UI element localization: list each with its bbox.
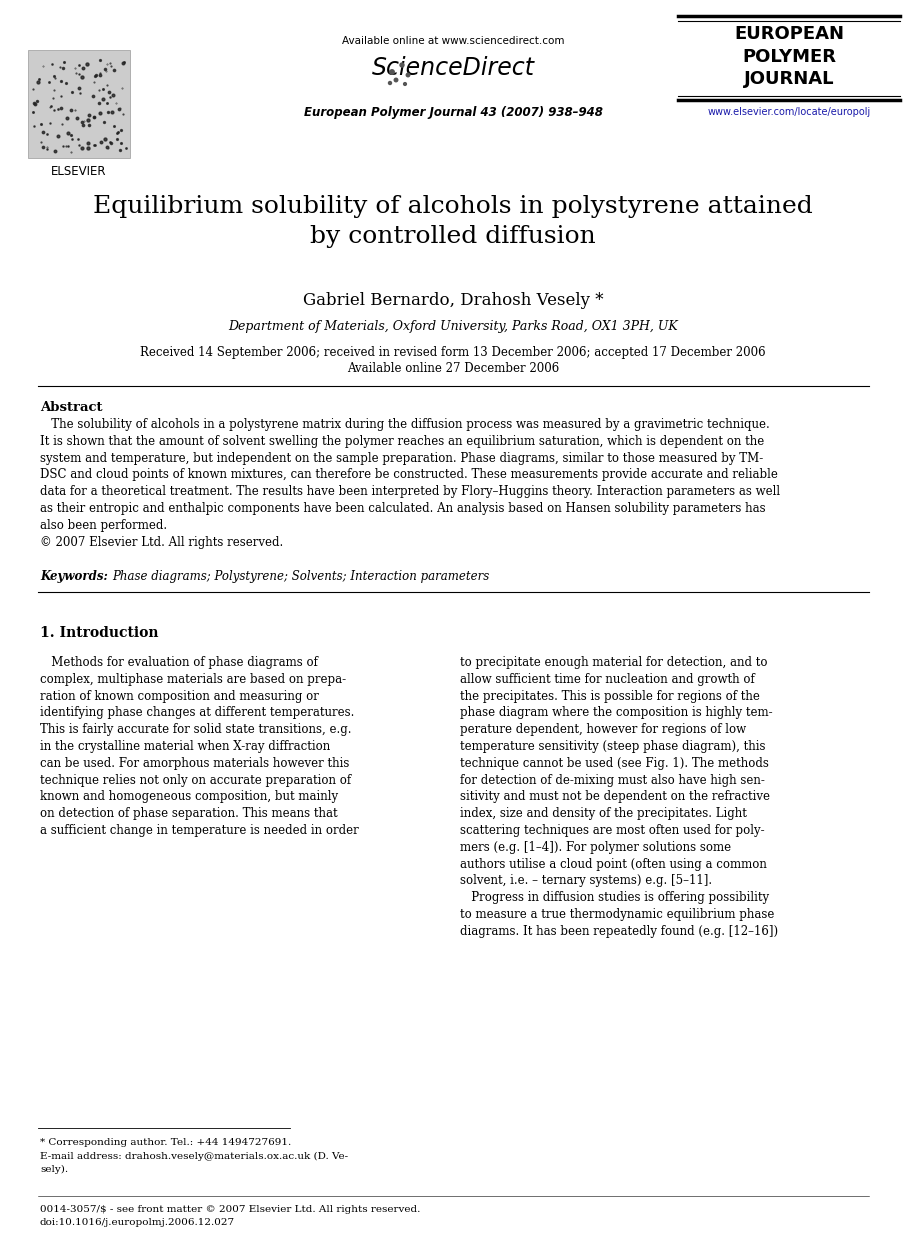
Text: Equilibrium solubility of alcohols in polystyrene attained
by controlled diffusi: Equilibrium solubility of alcohols in po…: [93, 196, 813, 248]
Text: Department of Materials, Oxford University, Parks Road, OX1 3PH, UK: Department of Materials, Oxford Universi…: [229, 319, 678, 333]
Circle shape: [404, 83, 406, 85]
Text: * Corresponding author. Tel.: +44 1494727691.: * Corresponding author. Tel.: +44 149472…: [40, 1138, 291, 1146]
Text: Gabriel Bernardo, Drahosh Vesely *: Gabriel Bernardo, Drahosh Vesely *: [303, 292, 603, 310]
Text: sely).: sely).: [40, 1165, 68, 1174]
Text: to precipitate enough material for detection, and to
allow sufficient time for n: to precipitate enough material for detec…: [460, 656, 778, 938]
Text: ELSEVIER: ELSEVIER: [52, 165, 107, 178]
Text: 1. Introduction: 1. Introduction: [40, 626, 159, 640]
Circle shape: [395, 78, 398, 82]
Text: The solubility of alcohols in a polystyrene matrix during the diffusion process : The solubility of alcohols in a polystyr…: [40, 418, 780, 548]
Circle shape: [406, 73, 410, 77]
Text: www.elsevier.com/locate/europolj: www.elsevier.com/locate/europolj: [707, 106, 871, 118]
Text: doi:10.1016/j.europolmj.2006.12.027: doi:10.1016/j.europolmj.2006.12.027: [40, 1218, 235, 1227]
Text: Keywords:: Keywords:: [40, 569, 112, 583]
Text: Available online at www.sciencedirect.com: Available online at www.sciencedirect.co…: [342, 36, 564, 46]
Circle shape: [390, 69, 395, 74]
Text: Phase diagrams; Polystyrene; Solvents; Interaction parameters: Phase diagrams; Polystyrene; Solvents; I…: [112, 569, 489, 583]
Text: Available online 27 December 2006: Available online 27 December 2006: [346, 361, 559, 375]
Text: Abstract: Abstract: [40, 401, 102, 413]
Text: E-mail address: drahosh.vesely@materials.ox.ac.uk (D. Ve-: E-mail address: drahosh.vesely@materials…: [40, 1153, 348, 1161]
Text: Methods for evaluation of phase diagrams of
complex, multiphase materials are ba: Methods for evaluation of phase diagrams…: [40, 656, 359, 837]
Circle shape: [400, 63, 404, 67]
Bar: [28, 50, 130, 158]
Text: EUROPEAN: EUROPEAN: [734, 25, 844, 43]
Text: European Polymer Journal 43 (2007) 938–948: European Polymer Journal 43 (2007) 938–9…: [304, 106, 602, 119]
Text: JOURNAL: JOURNAL: [744, 71, 834, 88]
Text: POLYMER: POLYMER: [742, 48, 836, 66]
Text: ScienceDirect: ScienceDirect: [372, 56, 534, 80]
Text: Received 14 September 2006; received in revised form 13 December 2006; accepted : Received 14 September 2006; received in …: [141, 345, 766, 359]
Text: 0014-3057/$ - see front matter © 2007 Elsevier Ltd. All rights reserved.: 0014-3057/$ - see front matter © 2007 El…: [40, 1205, 420, 1214]
Circle shape: [388, 82, 392, 84]
